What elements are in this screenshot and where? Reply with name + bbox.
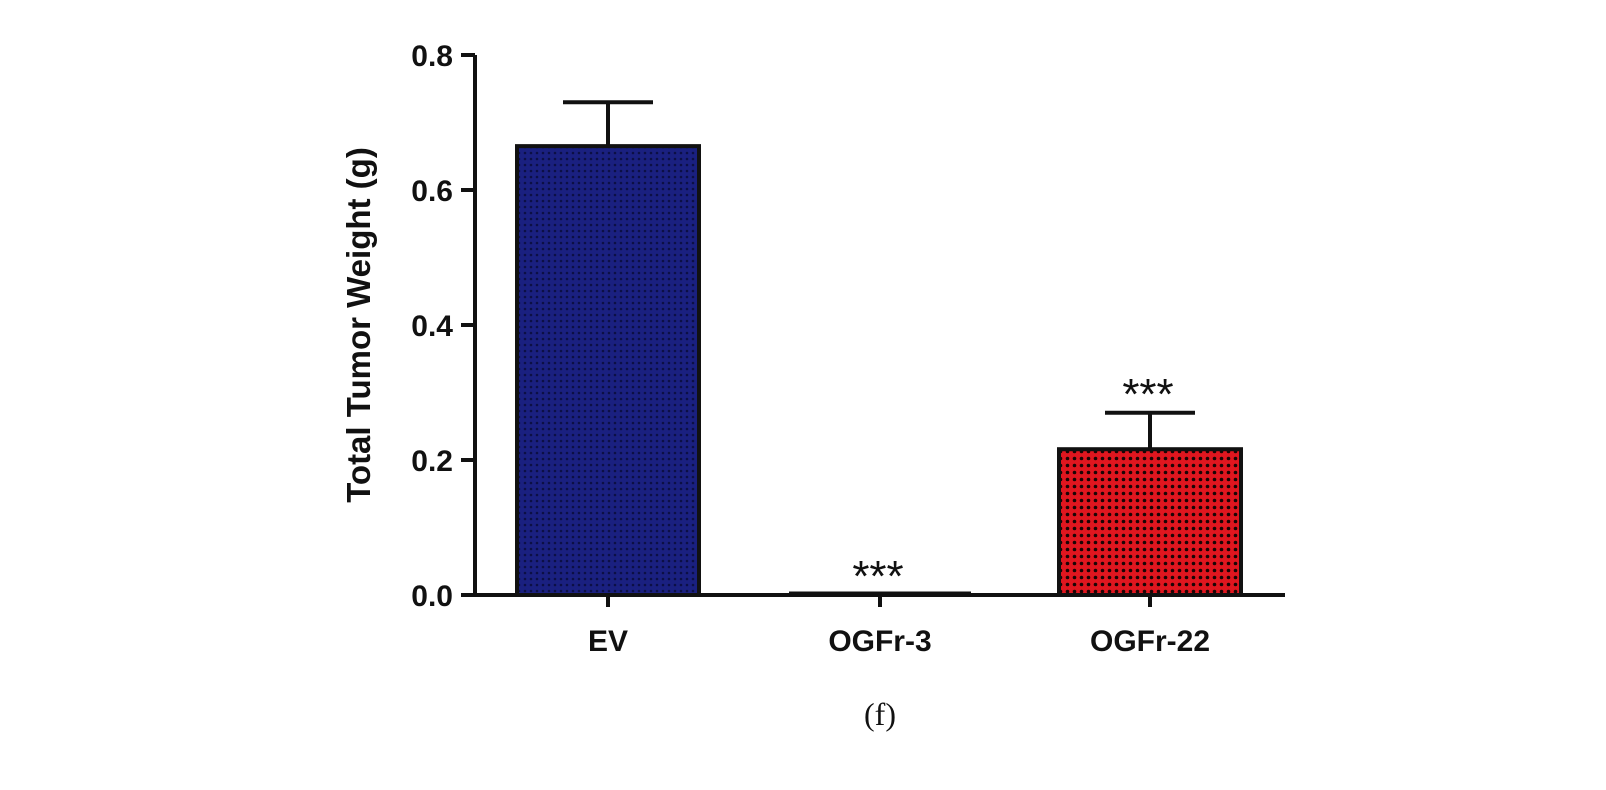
y-tick-label: 0.2 [411,445,453,478]
x-tick-label: OGFr-3 [828,625,931,658]
significance-marker: *** [1122,370,1173,419]
y-tick-label: 0.8 [411,40,453,73]
bar-ogfr-22 [1057,447,1243,598]
significance-marker: *** [852,552,903,601]
y-tick-label: 0.4 [411,310,453,343]
x-tick-label: OGFr-22 [1090,625,1210,658]
y-axis-label: Total Tumor Weight (g) [340,147,377,503]
y-tick-label: 0.0 [411,580,453,613]
x-tick-label: EV [588,625,628,658]
figure-caption: (f) [864,696,896,732]
bar-ev [515,144,701,597]
y-tick-label: 0.6 [411,175,453,208]
